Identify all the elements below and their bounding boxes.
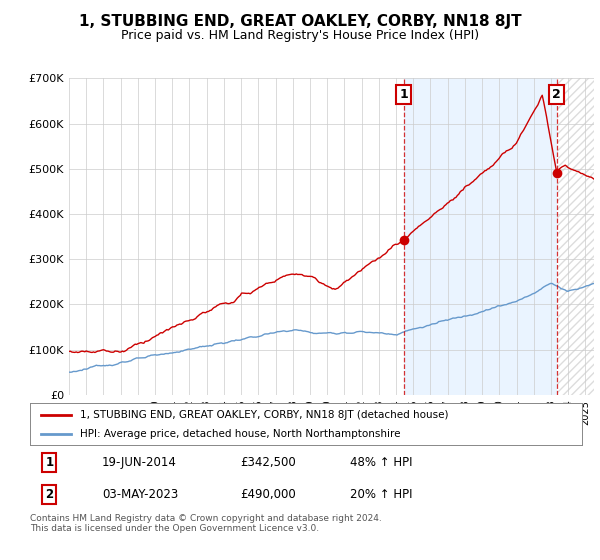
Text: 48% ↑ HPI: 48% ↑ HPI	[350, 456, 413, 469]
Text: 03-MAY-2023: 03-MAY-2023	[102, 488, 178, 501]
Text: 1, STUBBING END, GREAT OAKLEY, CORBY, NN18 8JT (detached house): 1, STUBBING END, GREAT OAKLEY, CORBY, NN…	[80, 409, 448, 419]
Text: £490,000: £490,000	[240, 488, 296, 501]
Text: 2: 2	[552, 88, 561, 101]
Text: 1, STUBBING END, GREAT OAKLEY, CORBY, NN18 8JT: 1, STUBBING END, GREAT OAKLEY, CORBY, NN…	[79, 14, 521, 29]
Bar	[557, 78, 594, 395]
Text: 19-JUN-2014: 19-JUN-2014	[102, 456, 176, 469]
Bar	[404, 78, 557, 395]
Text: 2: 2	[45, 488, 53, 501]
Text: HPI: Average price, detached house, North Northamptonshire: HPI: Average price, detached house, Nort…	[80, 429, 400, 439]
Text: £342,500: £342,500	[240, 456, 296, 469]
Text: 1: 1	[45, 456, 53, 469]
Text: 20% ↑ HPI: 20% ↑ HPI	[350, 488, 413, 501]
Text: 1: 1	[400, 88, 409, 101]
Text: Contains HM Land Registry data © Crown copyright and database right 2024.
This d: Contains HM Land Registry data © Crown c…	[30, 514, 382, 534]
Text: Price paid vs. HM Land Registry's House Price Index (HPI): Price paid vs. HM Land Registry's House …	[121, 29, 479, 42]
